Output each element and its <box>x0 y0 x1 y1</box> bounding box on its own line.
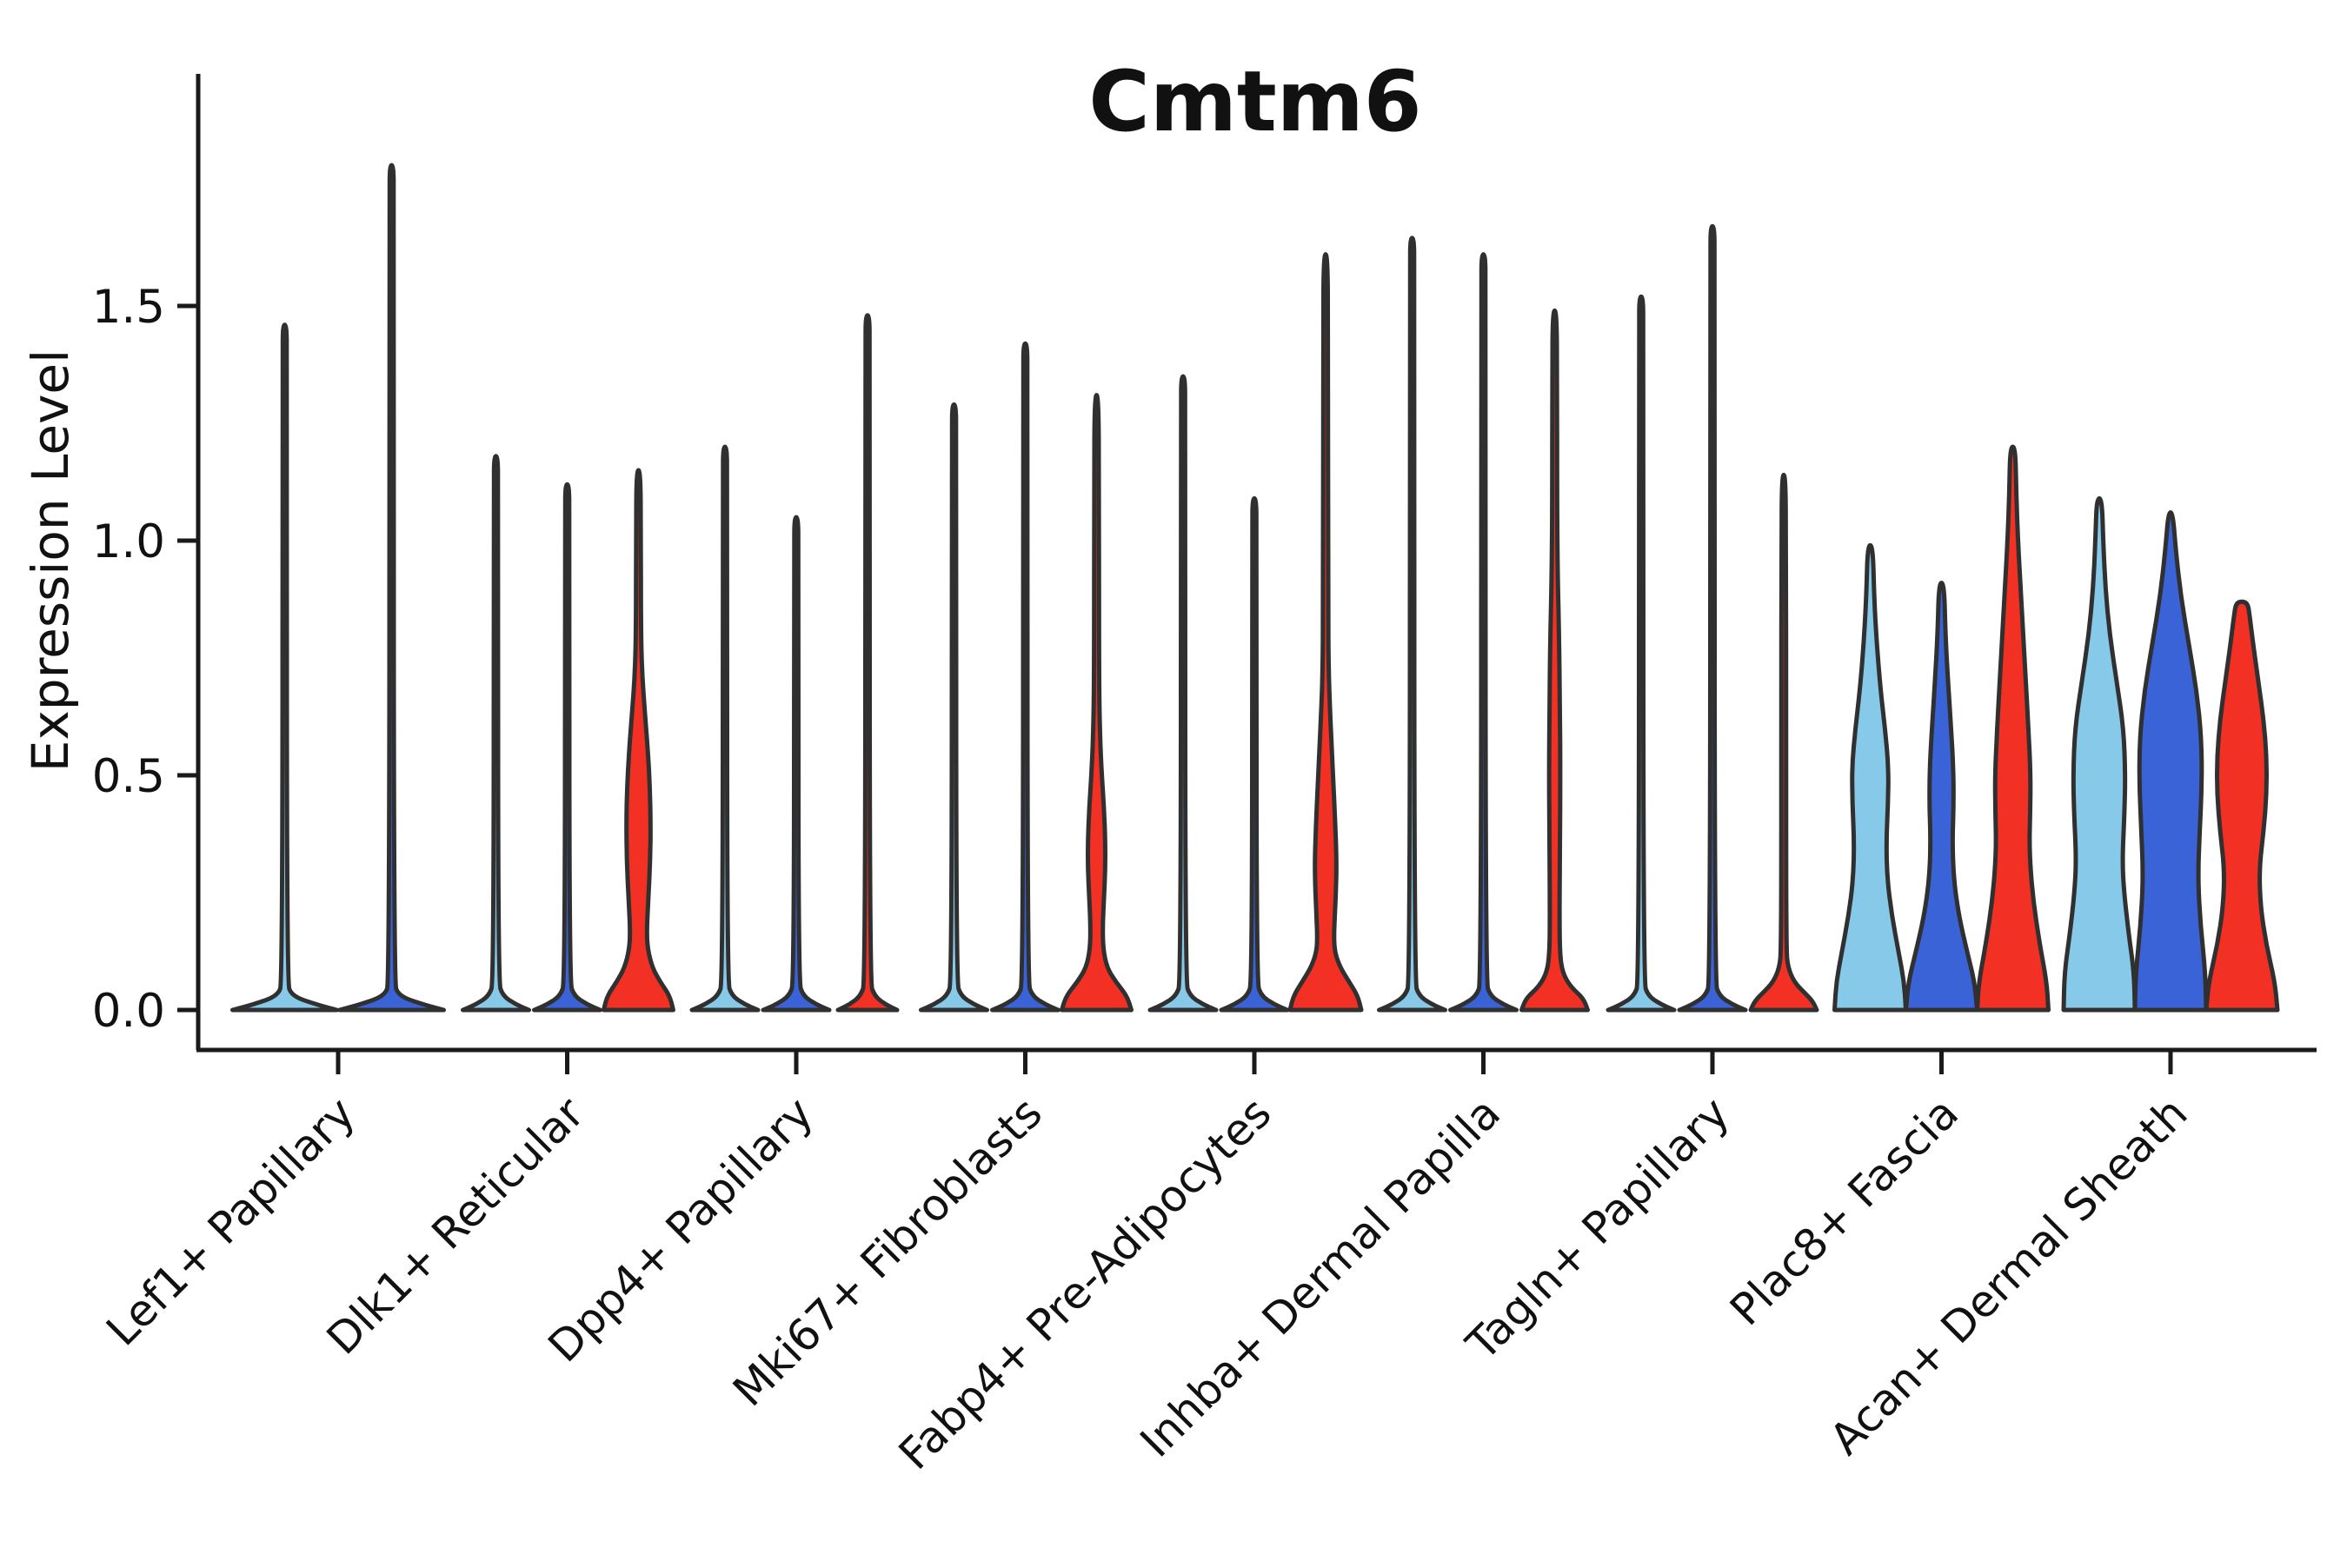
y-tick-label: 0.0 <box>92 985 165 1038</box>
violin-darkblue <box>761 515 832 1013</box>
violin-darkblue <box>2132 510 2209 1013</box>
y-tick-label: 0.5 <box>92 750 165 803</box>
violin-lightblue <box>1832 542 1908 1013</box>
violin-red <box>1748 472 1819 1013</box>
y-axis-label: Expression Level <box>21 349 80 772</box>
violin-lightblue <box>1147 374 1219 1013</box>
violin-red <box>602 468 675 1013</box>
violin-lightblue <box>1377 236 1447 1013</box>
violin-lightblue <box>689 444 761 1013</box>
violin-lightblue <box>230 322 339 1013</box>
violin-lightblue <box>1606 294 1677 1013</box>
violin-lightblue <box>919 402 989 1013</box>
violin-red <box>2204 599 2280 1013</box>
violin-red <box>1060 393 1134 1013</box>
violin-red <box>1975 444 2051 1013</box>
violin-red <box>1519 308 1590 1013</box>
violin-red <box>835 313 900 1013</box>
violin-lightblue <box>2061 495 2138 1013</box>
violin-darkblue <box>532 482 602 1013</box>
violin-darkblue <box>1219 495 1290 1013</box>
violin-darkblue <box>990 341 1060 1013</box>
chart-title: Cmtm6 <box>1088 53 1421 150</box>
y-tick-label: 1.5 <box>92 281 165 334</box>
violin-darkblue <box>1448 252 1519 1013</box>
violin-darkblue <box>1904 581 1979 1013</box>
violin-lightblue <box>461 454 531 1013</box>
violin-red <box>1287 252 1364 1013</box>
y-tick-label: 1.0 <box>92 515 165 568</box>
x-tick-label: Fabp4+ Pre-Adipocytes <box>889 1087 1281 1479</box>
violin-darkblue <box>1677 223 1748 1013</box>
violin-darkblue <box>337 163 446 1013</box>
x-tick-label: Lef1+ Papillary <box>96 1087 364 1355</box>
x-tick-label: Plac8+ Fascia <box>1720 1087 1968 1335</box>
